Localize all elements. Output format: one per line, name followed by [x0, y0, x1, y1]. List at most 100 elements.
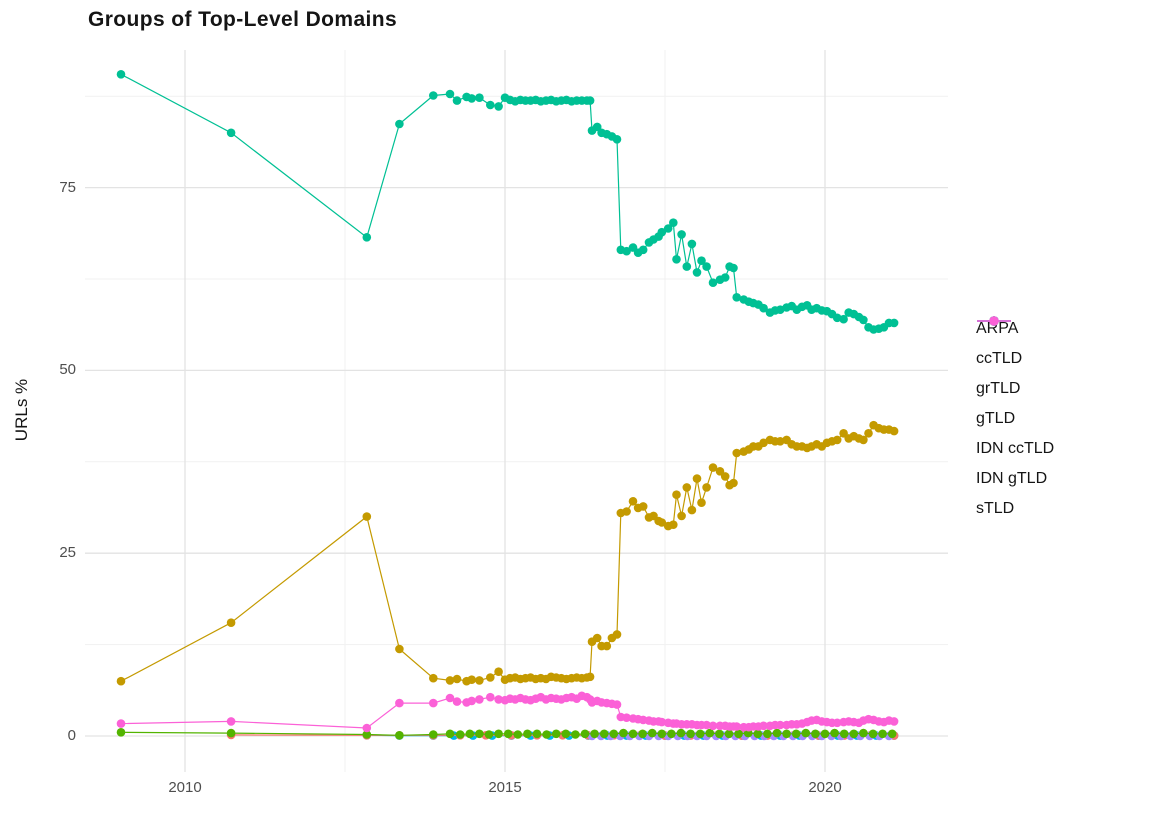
y-tick-label: 0: [67, 727, 76, 744]
data-point: [590, 729, 599, 739]
legend-item-label: sTLD: [976, 500, 1015, 517]
data-point: [676, 728, 686, 738]
data-point: [116, 728, 126, 737]
data-point: [732, 448, 741, 458]
data-point: [657, 729, 667, 739]
data-point: [475, 729, 484, 739]
data-point: [628, 729, 638, 739]
data-point: [226, 717, 236, 726]
data-point: [395, 698, 404, 708]
data-point: [551, 729, 561, 739]
data-point: [395, 119, 404, 129]
y-tick-label: 75: [59, 178, 76, 196]
data-point: [523, 729, 532, 739]
data-point: [801, 728, 811, 738]
data-point: [622, 246, 631, 256]
data-point: [820, 729, 830, 739]
data-point: [638, 502, 648, 511]
data-point: [226, 728, 236, 738]
data-point: [859, 728, 868, 738]
series-gtld: [116, 70, 899, 334]
data-point: [657, 717, 667, 727]
data-point: [609, 729, 619, 739]
data-point: [619, 728, 628, 738]
data-point: [475, 695, 484, 704]
data-point: [628, 497, 638, 506]
data-point: [638, 729, 647, 739]
data-point: [663, 224, 673, 233]
data-point: [775, 720, 785, 730]
data-point: [571, 730, 580, 739]
data-point: [445, 676, 455, 685]
data-point: [702, 483, 711, 492]
legend-item-cctld: ccTLD: [976, 316, 1054, 374]
data-point: [395, 644, 404, 654]
data-point: [729, 478, 738, 488]
data-point: [362, 723, 372, 733]
data-point: [116, 719, 126, 728]
data-point: [669, 520, 678, 529]
legend-item-idn-cctld: IDN ccTLD: [976, 316, 1054, 464]
series-grtld: [116, 728, 897, 740]
data-point: [638, 245, 648, 255]
data-point: [832, 313, 842, 323]
data-point: [452, 697, 462, 706]
x-tick-label: 2020: [808, 779, 842, 796]
data-point: [542, 730, 551, 739]
data-point: [702, 720, 711, 730]
data-point: [889, 426, 899, 436]
data-point: [878, 729, 887, 739]
legend-item-label: grTLD: [976, 380, 1021, 397]
data-point: [859, 315, 868, 325]
data-point: [687, 239, 697, 249]
data-point: [445, 89, 455, 99]
data-point: [429, 730, 438, 739]
data-point: [708, 463, 718, 472]
data-point: [759, 721, 768, 731]
data-point: [585, 672, 595, 682]
data-point: [759, 303, 768, 313]
data-point: [599, 729, 609, 739]
legend-item-label: gTLD: [976, 410, 1016, 427]
data-point: [467, 696, 477, 706]
data-point: [839, 314, 848, 324]
y-tick-label: 25: [59, 544, 76, 562]
data-point: [452, 96, 462, 105]
data-point: [429, 698, 438, 708]
data-point: [503, 729, 513, 739]
data-point: [395, 731, 404, 740]
data-point: [708, 721, 718, 731]
data-point: [759, 438, 768, 448]
data-point: [692, 474, 702, 483]
y-tick-label: 50: [59, 361, 76, 379]
legend-item-label: IDN gTLD: [976, 470, 1048, 487]
data-point: [465, 729, 475, 739]
data-point: [494, 695, 503, 704]
data-point: [889, 318, 899, 328]
data-point: [708, 278, 718, 288]
legend-item-gtld: gTLD: [976, 316, 1054, 434]
data-point: [677, 230, 686, 239]
data-point: [832, 718, 842, 728]
data-point: [592, 633, 602, 643]
data-point: [362, 512, 372, 521]
series-stld: [116, 691, 899, 733]
data-point: [832, 435, 842, 445]
data-point: [669, 218, 678, 227]
data-point: [864, 429, 873, 438]
data-point: [647, 728, 657, 738]
x-tick-label: 2010: [168, 779, 202, 796]
data-point: [494, 102, 503, 111]
data-point: [585, 96, 595, 105]
data-point: [830, 728, 839, 738]
legend: ARPA ccTLD grTLD gTLD IDN ccTLD IDN gTLD sTLD: [976, 314, 1054, 524]
data-point: [695, 729, 705, 739]
data-point: [887, 729, 897, 739]
data-point: [889, 717, 899, 726]
data-point: [362, 730, 372, 739]
data-point: [612, 135, 622, 144]
data-point: [494, 729, 503, 739]
data-point: [362, 233, 372, 242]
data-point: [672, 490, 681, 500]
